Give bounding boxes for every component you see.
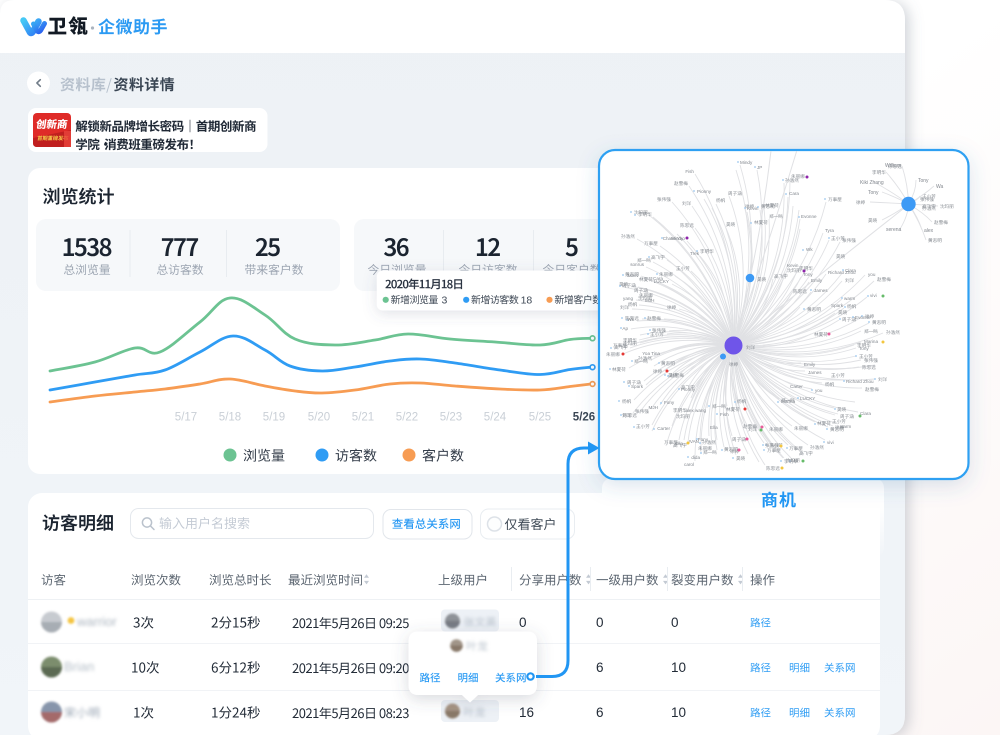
svg-text:Emily: Emily bbox=[811, 278, 823, 283]
svg-text:5/23: 5/23 bbox=[440, 412, 462, 424]
svg-text:carol: carol bbox=[684, 462, 694, 467]
svg-text:Clara: Clara bbox=[860, 411, 871, 416]
svg-text:MJH: MJH bbox=[645, 298, 654, 303]
svg-text:warrior: warrior bbox=[76, 614, 117, 629]
svg-text:IVAN: IVAN bbox=[689, 439, 699, 444]
svg-text:10: 10 bbox=[671, 705, 686, 720]
svg-text:5/22: 5/22 bbox=[396, 412, 418, 424]
svg-text:Brian: Brian bbox=[64, 659, 94, 674]
svg-text:warm: warm bbox=[840, 424, 851, 429]
svg-text:Evonne: Evonne bbox=[801, 214, 817, 219]
svg-text:Tony: Tony bbox=[803, 272, 813, 277]
svg-text:Ap: Ap bbox=[622, 326, 628, 331]
svg-text:serena: serena bbox=[886, 227, 902, 233]
svg-text:warm: warm bbox=[844, 296, 855, 301]
svg-text:Tony: Tony bbox=[859, 346, 869, 351]
svg-text:yang: yang bbox=[623, 296, 633, 301]
svg-text:5/26: 5/26 bbox=[573, 412, 595, 424]
svg-text:Wk: Wk bbox=[806, 247, 813, 252]
svg-text:Kiki Zhang: Kiki Zhang bbox=[860, 180, 884, 186]
svg-text:William: William bbox=[885, 163, 901, 169]
svg-text:Emily: Emily bbox=[804, 362, 816, 367]
svg-text:5/17: 5/17 bbox=[175, 412, 197, 424]
svg-text:Marina: Marina bbox=[864, 339, 878, 344]
svg-text:Mindy: Mindy bbox=[740, 160, 753, 165]
svg-text:5/25: 5/25 bbox=[529, 412, 551, 424]
svg-text:Cara: Cara bbox=[789, 191, 799, 196]
svg-text:Fish: Fish bbox=[720, 412, 729, 417]
svg-text:alex wang: alex wang bbox=[685, 408, 706, 413]
svg-text:Tony: Tony bbox=[868, 190, 879, 196]
svg-text:LUCKY: LUCKY bbox=[654, 279, 669, 284]
svg-text:James: James bbox=[808, 370, 822, 375]
svg-text:Ella: Ella bbox=[675, 441, 683, 446]
svg-text:Wa: Wa bbox=[936, 184, 944, 190]
svg-text:0: 0 bbox=[596, 615, 604, 630]
svg-text:Carter: Carter bbox=[790, 384, 803, 389]
svg-text:MJH: MJH bbox=[649, 405, 658, 410]
svg-text:Spark: Spark bbox=[831, 303, 844, 308]
svg-text:LUCKY: LUCKY bbox=[800, 396, 815, 401]
svg-text:Pionny: Pionny bbox=[697, 189, 712, 194]
svg-text:Pionny: Pionny bbox=[681, 387, 696, 392]
svg-text:sonrus: sonrus bbox=[630, 262, 644, 267]
svg-text:Spark: Spark bbox=[631, 384, 644, 389]
svg-text:Evonne: Evonne bbox=[855, 315, 871, 320]
svg-text:Richard Zhou: Richard Zhou bbox=[846, 379, 874, 384]
svg-text:Ella: Ella bbox=[710, 425, 718, 430]
svg-text:Fony: Fony bbox=[664, 400, 675, 405]
svg-text:vivi: vivi bbox=[870, 293, 877, 298]
svg-text:Richard Zhou: Richard Zhou bbox=[828, 270, 856, 275]
svg-text:Trek: Trek bbox=[690, 251, 700, 256]
svg-text:Tyra: Tyra bbox=[825, 228, 834, 233]
svg-text:Kevin: Kevin bbox=[747, 206, 759, 211]
svg-text:Kevin: Kevin bbox=[787, 263, 799, 268]
svg-text:5/21: 5/21 bbox=[352, 412, 374, 424]
svg-text:18: 18 bbox=[521, 294, 533, 306]
svg-text:Janet: Janet bbox=[627, 273, 639, 278]
svg-text:vivi: vivi bbox=[827, 440, 834, 445]
svg-text:Cara: Cara bbox=[653, 276, 663, 281]
svg-text:6: 6 bbox=[596, 660, 604, 675]
svg-text:you: you bbox=[868, 272, 876, 277]
svg-text:10: 10 bbox=[671, 660, 686, 675]
svg-text:Yoa Tina: Yoa Tina bbox=[642, 351, 660, 356]
svg-text:Carter: Carter bbox=[657, 426, 670, 431]
svg-text:0: 0 bbox=[671, 615, 679, 630]
svg-text:James: James bbox=[814, 288, 828, 293]
svg-text:16: 16 bbox=[519, 705, 534, 720]
svg-text:Mindy: Mindy bbox=[671, 236, 684, 241]
svg-text:Tony: Tony bbox=[918, 178, 929, 184]
svg-text:Clara: Clara bbox=[845, 268, 856, 273]
svg-text:you: you bbox=[815, 388, 823, 393]
svg-text:alex: alex bbox=[924, 228, 934, 234]
svg-text:5/24: 5/24 bbox=[484, 412, 507, 424]
svg-text:5/20: 5/20 bbox=[308, 412, 330, 424]
svg-text:dida: dida bbox=[691, 455, 700, 460]
svg-text:Fish: Fish bbox=[685, 169, 694, 174]
svg-text:5/19: 5/19 bbox=[263, 412, 285, 424]
svg-text:0: 0 bbox=[519, 615, 527, 630]
svg-text:Marina: Marina bbox=[781, 399, 795, 404]
svg-text:Chase Yao: Chase Yao bbox=[663, 236, 686, 241]
svg-text:6: 6 bbox=[596, 705, 604, 720]
svg-text:Fony: Fony bbox=[698, 437, 709, 442]
svg-text:3: 3 bbox=[442, 294, 448, 306]
svg-text:5/18: 5/18 bbox=[219, 412, 241, 424]
svg-text:JP: JP bbox=[757, 165, 762, 170]
